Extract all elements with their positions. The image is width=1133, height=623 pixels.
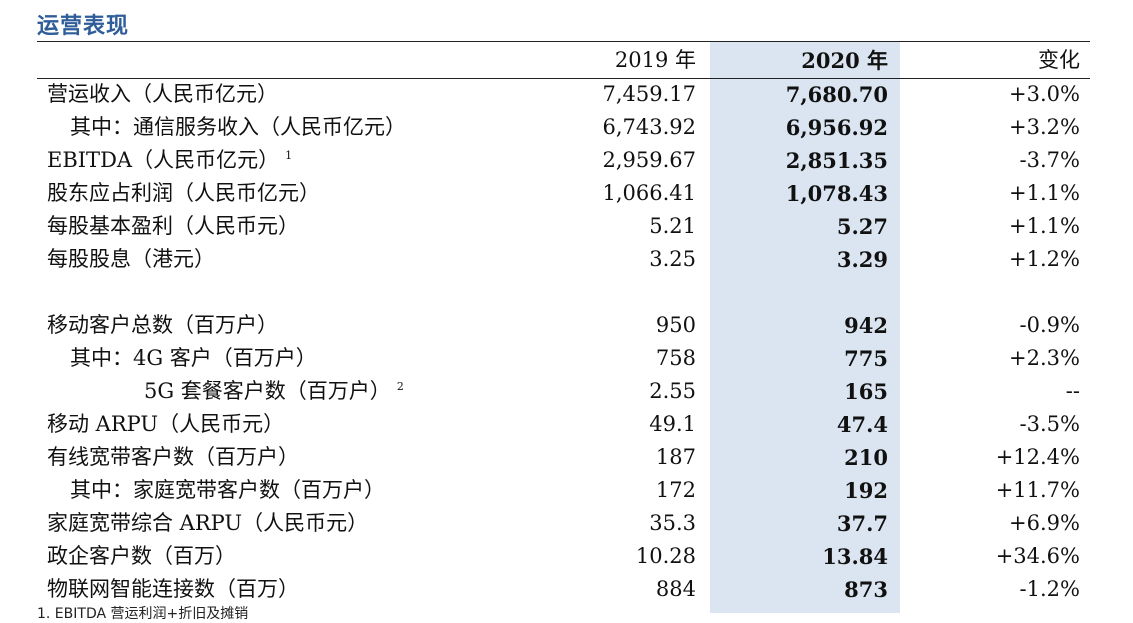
value-2019: 35.3	[649, 511, 696, 535]
value-2020: 873	[844, 577, 888, 602]
row-label: 有线宽带客户数（百万户）	[47, 441, 305, 474]
value-2019: 758	[655, 346, 696, 370]
value-2019	[560, 276, 696, 309]
row-label-text: 每股基本盈利（人民币元）	[47, 214, 299, 238]
value-2019: 5.21	[649, 214, 696, 238]
value-2019: 884	[655, 577, 696, 601]
row-label: 物联网智能连接数（百万）	[47, 573, 305, 606]
row-label-text: 其中：通信服务收入（人民币亿元）	[70, 115, 406, 139]
row-label-text: 政企客户数（百万）	[47, 544, 236, 568]
value-change: -0.9%	[1019, 313, 1080, 337]
row-label: 移动客户总数（百万户）	[47, 309, 284, 342]
row-label-text: 股东应占利润（人民币亿元）	[47, 181, 320, 205]
row-label	[47, 276, 53, 309]
row-label-text: 5G 套餐客户数（百万户）	[144, 379, 391, 403]
row-label: 股东应占利润（人民币亿元）	[47, 177, 326, 210]
value-2019: 10.28	[635, 544, 696, 568]
header-2019: 2019 年	[614, 48, 696, 72]
row-label-text: 有线宽带客户数（百万户）	[47, 445, 299, 469]
row-label: 其中：4G 客户（百万户）	[70, 342, 323, 375]
row-label-text: 每股股息（港元）	[47, 247, 215, 271]
row-label: 每股基本盈利（人民币元）	[47, 210, 305, 243]
page-title: 运营表现	[37, 14, 130, 39]
value-2020: 37.7	[836, 511, 888, 536]
value-2020	[712, 276, 888, 309]
row-label: 其中：家庭宽带客户数（百万户）	[70, 474, 391, 507]
row-label: 家庭宽带综合 ARPU（人民币元）	[47, 507, 374, 540]
row-label-text: 其中：家庭宽带客户数（百万户）	[70, 478, 385, 502]
table-header-rule	[37, 78, 1090, 79]
row-label-text: 移动客户总数（百万户）	[47, 313, 278, 337]
row-label-text: 营运收入（人民币亿元）	[47, 82, 278, 106]
value-2020: 47.4	[836, 412, 888, 437]
value-change: +1.1%	[1009, 214, 1080, 238]
value-change: +3.0%	[1009, 82, 1080, 106]
value-2020: 775	[844, 346, 888, 371]
value-change: +6.9%	[1009, 511, 1080, 535]
row-label-text: 移动 ARPU（人民币元）	[47, 412, 285, 436]
value-2019: 950	[655, 313, 696, 337]
value-change: -1.2%	[1019, 577, 1080, 601]
row-label: 政企客户数（百万）	[47, 540, 242, 573]
value-change: --	[1065, 379, 1080, 403]
header-change: 变化	[1038, 48, 1080, 72]
row-label-text: EBITDA（人民币亿元）	[47, 148, 280, 172]
value-2020: 1,078.43	[785, 181, 888, 206]
value-2019: 3.25	[649, 247, 696, 271]
value-change: +1.2%	[1009, 247, 1080, 271]
highlight-column-2020	[710, 42, 900, 613]
value-2020: 7,680.70	[785, 82, 888, 107]
value-change: -3.7%	[1019, 148, 1080, 172]
value-change: -3.5%	[1019, 412, 1080, 436]
value-change: +34.6%	[995, 544, 1080, 568]
value-2020: 3.29	[836, 247, 888, 272]
value-2020: 6,956.92	[785, 115, 888, 140]
footnote: 1. EBITDA 营运利润+折旧及摊销	[37, 606, 249, 622]
value-2019: 1,066.41	[602, 181, 696, 205]
row-label-text: 家庭宽带综合 ARPU（人民币元）	[47, 511, 369, 535]
value-2019: 187	[655, 445, 696, 469]
value-2019: 2.55	[649, 379, 696, 403]
value-change: +12.4%	[995, 445, 1080, 469]
row-label-text: 物联网智能连接数（百万）	[47, 577, 299, 601]
value-2020: 5.27	[836, 214, 888, 239]
value-2020: 165	[844, 379, 888, 404]
value-change: +1.1%	[1009, 181, 1080, 205]
value-2019: 172	[655, 478, 696, 502]
value-change: +3.2%	[1009, 115, 1080, 139]
value-change: +2.3%	[1009, 346, 1080, 370]
value-2020: 192	[844, 478, 888, 503]
footnote-marker: 2	[396, 380, 404, 393]
value-2019: 6,743.92	[602, 115, 696, 139]
footnote-marker: 1	[285, 149, 293, 162]
row-label: EBITDA（人民币亿元） 1	[47, 144, 292, 177]
row-label: 其中：通信服务收入（人民币亿元）	[70, 111, 412, 144]
value-change	[900, 276, 1080, 309]
value-2020: 942	[844, 313, 888, 338]
value-2019: 49.1	[649, 412, 696, 436]
row-label: 移动 ARPU（人民币元）	[47, 408, 290, 441]
row-label-text: 其中：4G 客户（百万户）	[70, 346, 317, 370]
table-top-rule	[37, 41, 1090, 42]
value-2020: 2,851.35	[785, 148, 888, 173]
row-label: 营运收入（人民币亿元）	[47, 78, 284, 111]
value-change: +11.7%	[995, 478, 1080, 502]
row-label: 每股股息（港元）	[47, 243, 221, 276]
header-2020: 2020 年	[801, 48, 888, 73]
value-2020: 210	[844, 445, 888, 470]
row-label: 5G 套餐客户数（百万户） 2	[144, 375, 404, 408]
value-2020: 13.84	[822, 544, 888, 569]
value-2019: 7,459.17	[602, 82, 696, 106]
value-2019: 2,959.67	[602, 148, 696, 172]
